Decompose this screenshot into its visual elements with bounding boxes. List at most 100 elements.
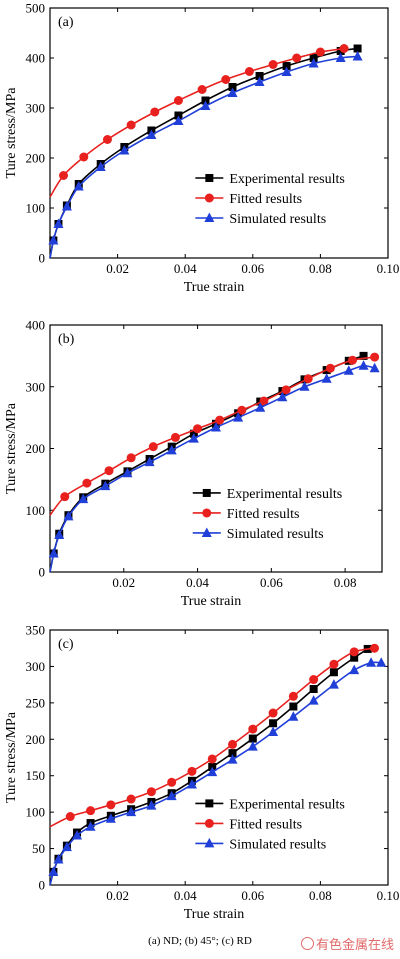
data-point (61, 841, 72, 852)
data-point (228, 83, 237, 91)
data-point (277, 391, 288, 402)
y-tick-label: 0 (39, 878, 46, 893)
x-tick-label: 0.06 (260, 575, 283, 590)
data-point (167, 777, 177, 787)
series-line (49, 364, 375, 573)
data-point (227, 87, 238, 97)
data-point (59, 171, 69, 180)
x-axis-label: True strain (184, 280, 245, 295)
data-point (150, 107, 160, 117)
y-tick-label: 350 (26, 623, 46, 638)
legend-marker (204, 837, 215, 848)
legend-marker (205, 799, 214, 808)
x-tick-label: 0.02 (106, 888, 129, 903)
x-tick-label: 0.10 (377, 888, 400, 903)
legend-marker (202, 488, 211, 497)
data-point (215, 415, 225, 425)
data-point (119, 145, 130, 155)
data-point (268, 726, 279, 736)
legend-label: Fitted results (227, 507, 300, 522)
y-tick-label: 50 (32, 841, 45, 856)
data-point (308, 695, 319, 705)
data-point (166, 790, 177, 801)
data-point (281, 385, 291, 395)
data-point (48, 547, 59, 558)
panel-label: (b) (58, 332, 75, 347)
figure-caption: (a) ND; (b) 45°; (c) RD (148, 935, 252, 947)
legend-label: Experimental results (229, 797, 344, 812)
watermark-logo-icon (300, 937, 314, 950)
data-point (166, 444, 177, 455)
data-point (48, 866, 59, 876)
data-point (289, 702, 298, 711)
data-point (146, 129, 157, 139)
data-point (350, 653, 359, 662)
legend-item: Experimental results (195, 172, 345, 187)
data-point (335, 52, 346, 62)
data-point (227, 754, 238, 764)
chart-panel: 0.02 0.04 0.06 0.08 0.10 0 100 200 300 400 500 True… (4, 1, 399, 296)
panel-label: (c) (58, 637, 74, 652)
legend-label: Simulated results (229, 837, 326, 852)
data-point (146, 787, 156, 797)
data-point (211, 422, 221, 432)
data-point (146, 800, 157, 810)
data-point (353, 44, 362, 53)
data-point (309, 675, 319, 685)
data-point (72, 829, 83, 840)
legend-label: Fitted results (229, 817, 302, 832)
data-point (126, 794, 136, 804)
data-point (328, 679, 339, 689)
data-point (349, 664, 360, 675)
panel-label: (a) (58, 15, 74, 30)
watermark: 有色金属在线 (300, 934, 394, 953)
data-point (60, 492, 70, 502)
data-point (86, 806, 96, 816)
y-tick-label: 300 (26, 659, 46, 674)
data-point (102, 135, 112, 144)
data-point (321, 373, 332, 383)
legend-label: Experimental results (227, 487, 342, 502)
data-point (63, 510, 74, 521)
plot-frame (49, 629, 389, 886)
data-point (244, 67, 254, 76)
series-line (49, 55, 358, 259)
x-tick-label: 0.10 (377, 261, 400, 276)
y-tick-label: 100 (26, 201, 46, 216)
legend-item: Simulated results (192, 527, 324, 542)
y-tick-label: 100 (26, 805, 46, 820)
data-point (197, 85, 207, 94)
data-point (343, 365, 354, 375)
data-point (248, 734, 257, 743)
legend-item: Simulated results (195, 837, 326, 852)
data-point (309, 685, 318, 694)
legend-marker (204, 818, 214, 828)
data-point (358, 360, 369, 370)
legend-item: Experimental results (195, 797, 345, 812)
data-point (73, 181, 84, 191)
data-point (255, 72, 264, 80)
legend-marker (204, 212, 215, 222)
x-tick-label: 0.02 (112, 575, 135, 590)
chart-panel: 0.02 0.04 0.06 0.08 0 100 200 300 400 True strain… (4, 318, 383, 609)
watermark-text: 有色金属在线 (315, 938, 394, 953)
x-axis-label: True strain (181, 594, 242, 609)
data-point (207, 754, 217, 764)
y-tick-label: 0 (39, 565, 46, 580)
data-point (173, 115, 184, 125)
legend-marker (205, 174, 214, 182)
legend-item: Simulated results (195, 212, 326, 227)
data-point (170, 432, 180, 442)
x-tick-label: 0.06 (241, 888, 264, 903)
data-point (325, 363, 335, 373)
data-point (53, 218, 64, 228)
data-point (359, 351, 368, 360)
series (48, 51, 363, 259)
data-point (247, 741, 258, 751)
legend-marker (202, 508, 212, 518)
series (48, 360, 380, 573)
data-point (126, 453, 136, 463)
y-tick-label: 250 (26, 695, 46, 710)
data-point (207, 766, 218, 777)
